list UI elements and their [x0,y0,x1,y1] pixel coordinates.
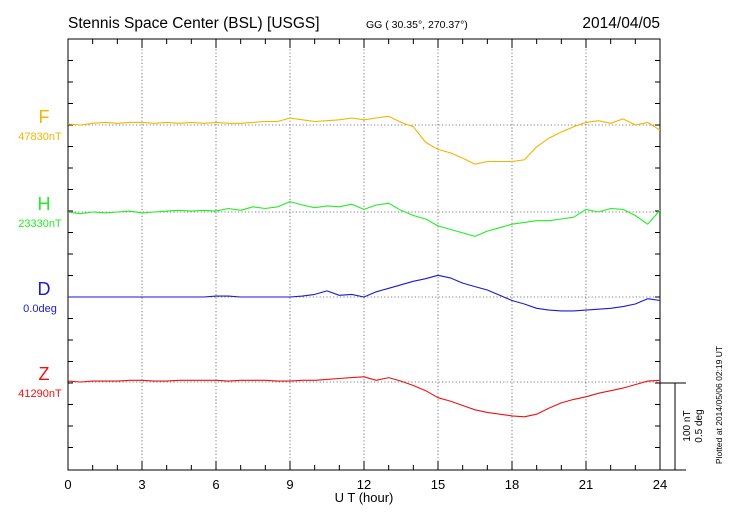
station-title: Stennis Space Center (BSL) [USGS] [68,15,320,32]
series-name-f: F [39,107,50,127]
x-tick-label: 6 [212,477,219,492]
plotted-note: Plotted at 2014/05/06 02:19 UT [714,346,724,464]
x-tick-label: 15 [431,477,445,492]
series-line-h [67,201,661,237]
x-tick-label: 12 [357,477,371,492]
x-tick-label: 0 [64,477,71,492]
scale-bar-nt: 100 nT [682,410,693,441]
x-tick-label: 21 [579,477,593,492]
series-name-d: D [38,279,51,299]
x-tick-label: 3 [138,477,145,492]
series-name-h: H [38,194,51,214]
series-group [67,115,661,418]
plot-date: 2014/04/05 [582,15,660,32]
series-baseline-z: 41290nT [18,388,62,400]
x-axis-label: U T (hour) [335,490,394,505]
series-line-f [67,115,661,165]
x-tick-label: 24 [653,477,667,492]
axis-ticks [67,39,661,470]
series-name-z: Z [39,364,50,384]
grid-lines [68,39,660,470]
series-labels: F 47830nT H 23330nT D 0.0deg Z 41290nT [18,107,62,400]
station-coords: GG ( 30.35°, 270.37°) [366,19,468,31]
series-baseline-d: 0.0deg [23,303,57,315]
x-tick-label: 18 [505,477,519,492]
scale-bar-deg: 0.5 deg [694,409,705,442]
x-tick-labels: 0 3 6 9 12 15 18 21 24 [64,477,667,492]
x-tick-label: 9 [286,477,293,492]
series-baseline-f: 47830nT [18,131,62,143]
scale-bar: 100 nT 0.5 deg [660,382,705,471]
series-baseline-h: 23330nT [18,218,62,230]
series-line-z [67,376,661,418]
series-line-d [68,274,661,312]
